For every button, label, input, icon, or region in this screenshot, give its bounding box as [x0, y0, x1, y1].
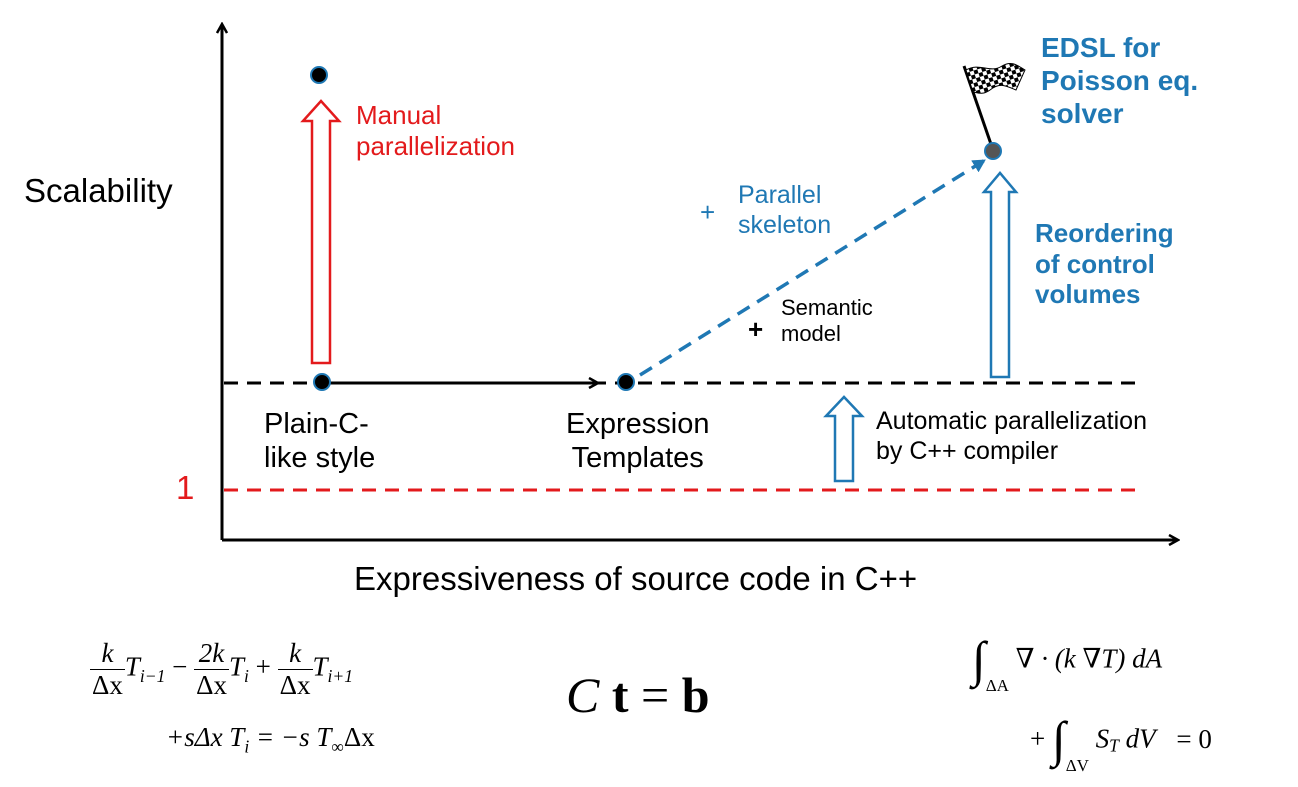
integral-sign: ∫ — [1051, 711, 1066, 767]
matrix-t: t — [611, 667, 629, 723]
eq-sub: i−1 — [139, 666, 166, 687]
x-axis-label: Expressiveness of source code in C++ — [354, 560, 918, 597]
automatic-line2: by C++ compiler — [876, 436, 1059, 465]
parallel-skeleton-line2: skeleton — [738, 210, 832, 239]
baseline-label: 1 — [176, 469, 195, 506]
integral-limit: ΔA — [985, 676, 1009, 696]
manual-label-line2: parallelization — [356, 130, 515, 161]
discrete-equation: k Δx Ti−1 − 2k Δx Ti + k Δx Ti+1 — [90, 638, 353, 701]
frac-k-dx-2: k Δx — [277, 638, 313, 701]
frac-num: 2k — [194, 638, 229, 670]
frac-k-dx-1: k Δx — [90, 638, 125, 701]
matrix-b: b — [681, 667, 710, 723]
eq-inf: ∞ — [331, 736, 344, 757]
plain-c-label-line1: Plain-C- — [264, 408, 369, 440]
parallel-skeleton-line1: Parallel — [738, 181, 822, 209]
semantic-model-line1: Semantic — [781, 295, 873, 320]
manual-label-line1: Manual — [356, 100, 442, 130]
expression-templates-line1: Expression — [566, 408, 710, 440]
automatic-parallelization-arrow — [823, 395, 865, 483]
edsl-label-line1: EDSL for — [1041, 32, 1161, 63]
expression-templates-point — [617, 373, 635, 391]
reordering-line3: volumes — [1035, 279, 1141, 310]
eq-t: T — [124, 651, 140, 682]
integral-sub: T — [1109, 735, 1119, 756]
frac-den: Δx — [279, 670, 311, 700]
edsl-point — [984, 142, 1002, 160]
edsl-label-line2: Poisson eq. — [1041, 65, 1199, 97]
manual-top-point — [310, 66, 328, 84]
semantic-model-line2: model — [781, 320, 841, 346]
reordering-line1: Reordering — [1035, 218, 1174, 248]
expression-templates-line2: Templates — [571, 442, 704, 475]
matrix-C: C — [566, 667, 600, 723]
checkered-flag-icon — [965, 63, 1026, 94]
integral-limit: ΔV — [1065, 756, 1089, 776]
eq-sub: i — [244, 736, 250, 757]
frac-2k-dx: 2k Δx — [194, 638, 229, 701]
eq-minus: − — [172, 651, 188, 682]
integral-dV: dV — [1118, 723, 1156, 754]
automatic-line1: Automatic parallelization — [876, 407, 1147, 435]
expression-templates-label: Expression Templates — [566, 407, 709, 475]
integral-plus: + — [1030, 723, 1046, 754]
integral-term1: ∇ · (k ∇T) dA — [1015, 643, 1163, 674]
manual-label: Manual parallelization — [356, 100, 515, 161]
reordering-label: Reordering of control volumes — [1035, 218, 1174, 310]
discrete-equation-line2: +sΔx Ti = −s T∞Δx — [166, 722, 375, 757]
frac-den: Δx — [92, 670, 123, 700]
edsl-label-line3: solver — [1041, 98, 1124, 130]
eq-line2: +sΔx T — [166, 722, 245, 752]
integral-S: S — [1095, 723, 1110, 754]
eq-line2-end: Δx — [343, 722, 375, 752]
eq-sub: i — [244, 666, 249, 687]
plain-c-point — [313, 373, 331, 391]
integral-equation-line2: + ∫ΔV ST dV = 0 — [1030, 710, 1212, 776]
semantic-model-label: Semantic model — [781, 295, 873, 347]
plain-c-label-line2: like style — [264, 442, 376, 475]
matrix-eq: = — [628, 667, 682, 723]
eq-plus: + — [255, 651, 271, 682]
matrix-equation: C t = b — [566, 666, 710, 724]
plain-c-label: Plain-C- like style — [264, 407, 375, 475]
integral-sign: ∫ — [972, 631, 986, 687]
parallel-skeleton-label: Parallel skeleton — [738, 181, 831, 240]
manual-parallelization-arrow — [300, 99, 342, 365]
frac-den: Δx — [196, 670, 227, 700]
reordering-line2: of control — [1035, 248, 1155, 279]
y-axis-label: Scalability — [24, 172, 173, 209]
automatic-label: Automatic parallelization by C++ compile… — [876, 407, 1147, 466]
eq-sub: i+1 — [327, 666, 353, 687]
integral-eq0: = 0 — [1176, 723, 1212, 754]
frac-num: k — [277, 638, 313, 670]
semantic-model-plus: + — [748, 314, 764, 344]
parallel-skeleton-plus: + — [700, 197, 716, 227]
integral-equation-line1: ∫ΔA ∇ · (k ∇T) dA — [972, 630, 1162, 696]
edsl-label: EDSL for Poisson eq. solver — [1041, 31, 1198, 130]
eq-t: T — [312, 651, 328, 682]
reordering-arrow — [981, 171, 1019, 379]
eq-line2-rest: = −s T — [249, 722, 332, 752]
frac-num: k — [90, 638, 125, 670]
eq-t: T — [228, 651, 245, 682]
